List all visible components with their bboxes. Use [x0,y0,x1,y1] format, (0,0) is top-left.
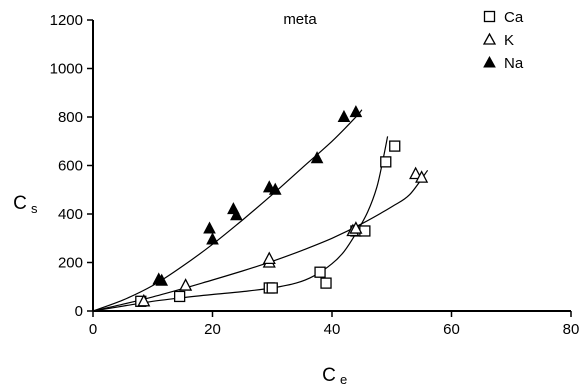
legend: Ca K Na [482,9,524,72]
fit-curve-ca [92,136,389,312]
data-point-ca [266,282,278,294]
data-point-na [337,109,351,122]
legend-k-marker [482,32,497,45]
y-tick-label: 200 [58,255,83,272]
y-tick-label: 600 [58,158,83,175]
data-point-na [206,232,219,245]
legend-label-k: K [504,32,514,49]
data-point-k [179,278,193,291]
x-tick-label: 60 [443,321,460,338]
legend-label-na: Na [504,55,524,72]
legend-label-ca: Ca [504,9,524,26]
data-point-na [155,273,169,286]
x-axis-title-sub: e [340,372,347,387]
data-point-ca [173,290,186,303]
data-point-k [349,221,363,234]
x-tick-label: 0 [89,321,97,338]
data-point-ca [380,156,392,168]
data-points [135,105,429,307]
data-point-na [310,151,324,164]
x-tick-label: 40 [324,321,341,338]
y-tick-label: 400 [58,206,83,223]
x-tick-label: 80 [563,321,579,338]
y-axis-title: C s [13,193,38,216]
legend-na-marker [483,55,496,68]
y-tick-label: 0 [75,303,83,320]
y-axis-title-main: C [13,193,27,214]
x-axis-title-main: C [322,365,336,386]
y-tick-label: 800 [58,109,83,126]
data-point-na [349,105,363,118]
y-tick-label: 1200 [50,12,83,29]
axes: 0 200 400 600 800 1000 1200 0 20 40 60 80 [50,12,579,338]
data-point-ca [359,225,371,237]
data-point-na [230,208,243,221]
data-point-na [268,182,282,195]
x-tick-label: 20 [204,321,221,338]
data-point-k [409,166,423,180]
data-point-k [262,251,276,265]
data-point-k [137,293,151,307]
data-point-ca [314,266,326,278]
fit-curves [92,109,429,312]
y-axis-title-sub: s [31,201,38,216]
x-axis-title: C e [322,365,347,387]
data-point-k [415,170,429,183]
chart-title: meta [283,11,317,28]
legend-ca-marker [483,10,496,23]
y-tick-label: 1000 [50,61,83,78]
data-point-ca [389,140,401,152]
data-point-na [203,221,216,234]
data-point-ca [320,277,332,289]
